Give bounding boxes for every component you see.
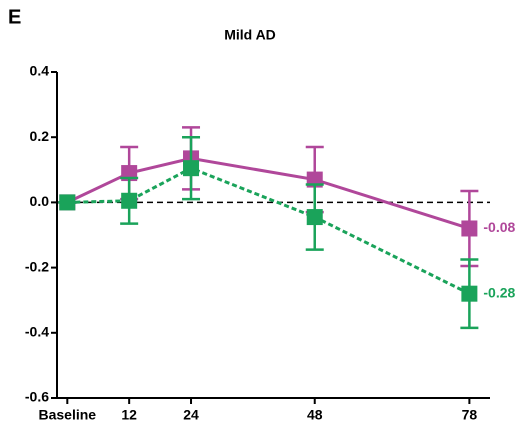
x-tick-label: 78 <box>462 407 478 423</box>
y-tick-label: 0.4 <box>30 63 50 79</box>
end-label: -0.08 <box>483 219 515 235</box>
y-tick-label: -0.2 <box>25 258 49 274</box>
chart-title: Mild AD <box>224 27 276 43</box>
series-line <box>67 166 471 296</box>
panel-label: E <box>8 6 21 28</box>
y-tick-label: -0.4 <box>25 324 49 340</box>
y-tick-label: -0.6 <box>25 389 49 405</box>
marker <box>461 285 478 302</box>
x-tick-label: 24 <box>183 407 199 423</box>
y-tick-label: 0.2 <box>30 128 50 144</box>
x-tick-label: 12 <box>121 407 137 423</box>
marker <box>461 220 478 237</box>
x-tick-label: Baseline <box>39 407 97 423</box>
x-tick-label: 48 <box>307 407 323 423</box>
y-tick-label: 0.0 <box>30 193 50 209</box>
end-label: -0.28 <box>483 284 515 300</box>
marker <box>306 209 323 226</box>
marker <box>59 194 76 211</box>
marker <box>183 160 200 177</box>
marker <box>121 192 138 209</box>
